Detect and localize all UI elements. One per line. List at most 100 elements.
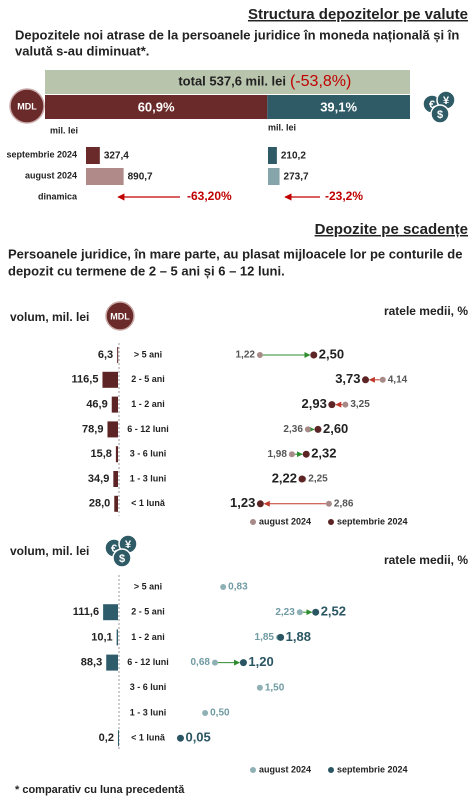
rate-dot (342, 401, 349, 408)
rate-label: 1,22 (235, 350, 255, 361)
rate-dot (310, 351, 318, 359)
rate-dot (202, 710, 209, 716)
volume-label: 0,2 (99, 732, 114, 744)
category-label: > 5 ani (134, 581, 162, 591)
category-label: 3 - 6 luni (130, 449, 167, 459)
category-label: 2 - 5 ani (131, 607, 165, 617)
axis-label: ratele medii, % (384, 304, 468, 318)
rate-dot (256, 500, 264, 508)
volume-bar (107, 421, 118, 438)
axis-label: volum, mil. lei (10, 310, 89, 324)
total-band (45, 70, 410, 94)
mdl-icon-label: MDL (110, 311, 130, 321)
unit-label: mil. lei (268, 122, 296, 132)
category-label: < 1 lună (131, 498, 166, 508)
rate-label: 1,23 (230, 495, 255, 510)
volume-label: 46,9 (86, 399, 107, 411)
volume-bar (117, 730, 119, 747)
rate-dot (256, 352, 263, 358)
rate-label: 2,60 (323, 421, 348, 436)
rate-dot (325, 500, 332, 507)
category-label: 1 - 3 luni (130, 707, 167, 717)
rate-label: 3,25 (350, 399, 370, 410)
rate-label: 1,88 (286, 629, 311, 644)
mdl-icon-label: MDL (17, 101, 37, 111)
share-label: 60,9% (138, 99, 175, 114)
section-title: Depozite pe scadențe (315, 221, 468, 238)
rate-label: 0,83 (228, 582, 248, 593)
section-text: Persoanele juridice, în mare parte, au p… (8, 246, 462, 261)
rate-label: 1,98 (267, 449, 287, 460)
value-label: 210,2 (281, 151, 306, 162)
volume-label: 88,3 (81, 657, 102, 669)
rate-label: 1,20 (248, 654, 273, 669)
volume-label: 10,1 (91, 631, 112, 643)
rate-dot (220, 584, 227, 590)
fx-icon-symbol: € (429, 99, 435, 111)
legend-dot (328, 767, 334, 773)
rate-label: 2,52 (321, 604, 346, 619)
section-text: depozit cu termene de 2 – 5 ani și 6 – 1… (8, 263, 285, 278)
value-label: 327,4 (104, 151, 129, 162)
share-label: 39,1% (320, 99, 357, 114)
volume-bar (268, 168, 280, 185)
rate-label: 2,86 (334, 498, 354, 509)
axis-label: ratele medii, % (384, 553, 468, 567)
legend-dot (250, 519, 256, 525)
rate-dot (239, 659, 247, 667)
volume-bar (116, 629, 118, 646)
mdl-icon (9, 88, 45, 124)
volume-bar (268, 147, 277, 164)
rate-dot (298, 475, 306, 483)
change-label: -23,2% (325, 189, 363, 203)
volume-bar (114, 495, 118, 512)
share-bar (267, 95, 410, 119)
rate-dot (302, 450, 310, 458)
volume-bar (115, 446, 118, 463)
volume-label: 111,6 (73, 606, 99, 618)
category-label: 6 - 12 luni (127, 424, 169, 434)
axis-label: volum, mil. lei (10, 544, 89, 558)
footnote: * comparativ cu luna precedentă (15, 784, 185, 796)
volume-label: 6,3 (98, 349, 113, 361)
rate-label: 2,23 (275, 607, 295, 618)
rate-label: 1,85 (255, 632, 275, 643)
mdl-icon (105, 301, 135, 331)
title: Structura depozitelor pe valute (248, 6, 468, 23)
volume-bar (86, 147, 100, 164)
volume-bar (111, 396, 118, 413)
rate-label: 2,36 (283, 424, 303, 435)
rate-dot (362, 376, 370, 384)
rate-label: 1,50 (265, 682, 285, 693)
volume-bar (103, 604, 118, 621)
fx-icon-symbol: ¥ (443, 95, 450, 107)
total-change: (-53,8%) (290, 73, 351, 90)
legend-label: septembrie 2024 (337, 516, 408, 526)
rate-label: 3,73 (335, 371, 360, 386)
subtitle: Depozitele noi atrase de la persoanele j… (15, 27, 459, 42)
row-label: dinamica (38, 191, 78, 201)
volume-label: 28,0 (89, 498, 110, 510)
category-label: 1 - 2 ani (131, 632, 165, 642)
legend-label: septembrie 2024 (337, 764, 408, 774)
fx-icon (112, 548, 132, 568)
legend-label: august 2024 (259, 516, 311, 526)
total-label: total 537,6 mil. lei (178, 73, 286, 88)
row-label: septembrie 2024 (6, 149, 77, 159)
volume-bar (86, 168, 124, 185)
category-label: 1 - 2 ani (131, 399, 165, 409)
rate-dot (312, 608, 320, 616)
change-label: -63,20% (187, 189, 232, 203)
rate-dot (277, 633, 285, 641)
rate-label: 0,05 (185, 730, 210, 745)
rate-dot (314, 425, 322, 433)
legend-dot (250, 767, 256, 773)
value-label: 273,7 (284, 172, 309, 183)
rate-dot (296, 609, 303, 616)
fx-icon-symbol: ¥ (125, 539, 132, 551)
share-bar (45, 95, 268, 119)
volume-label: 15,8 (90, 448, 111, 460)
rate-label: 2,22 (272, 470, 297, 485)
subtitle: valută s-au diminuat*. (15, 43, 149, 58)
